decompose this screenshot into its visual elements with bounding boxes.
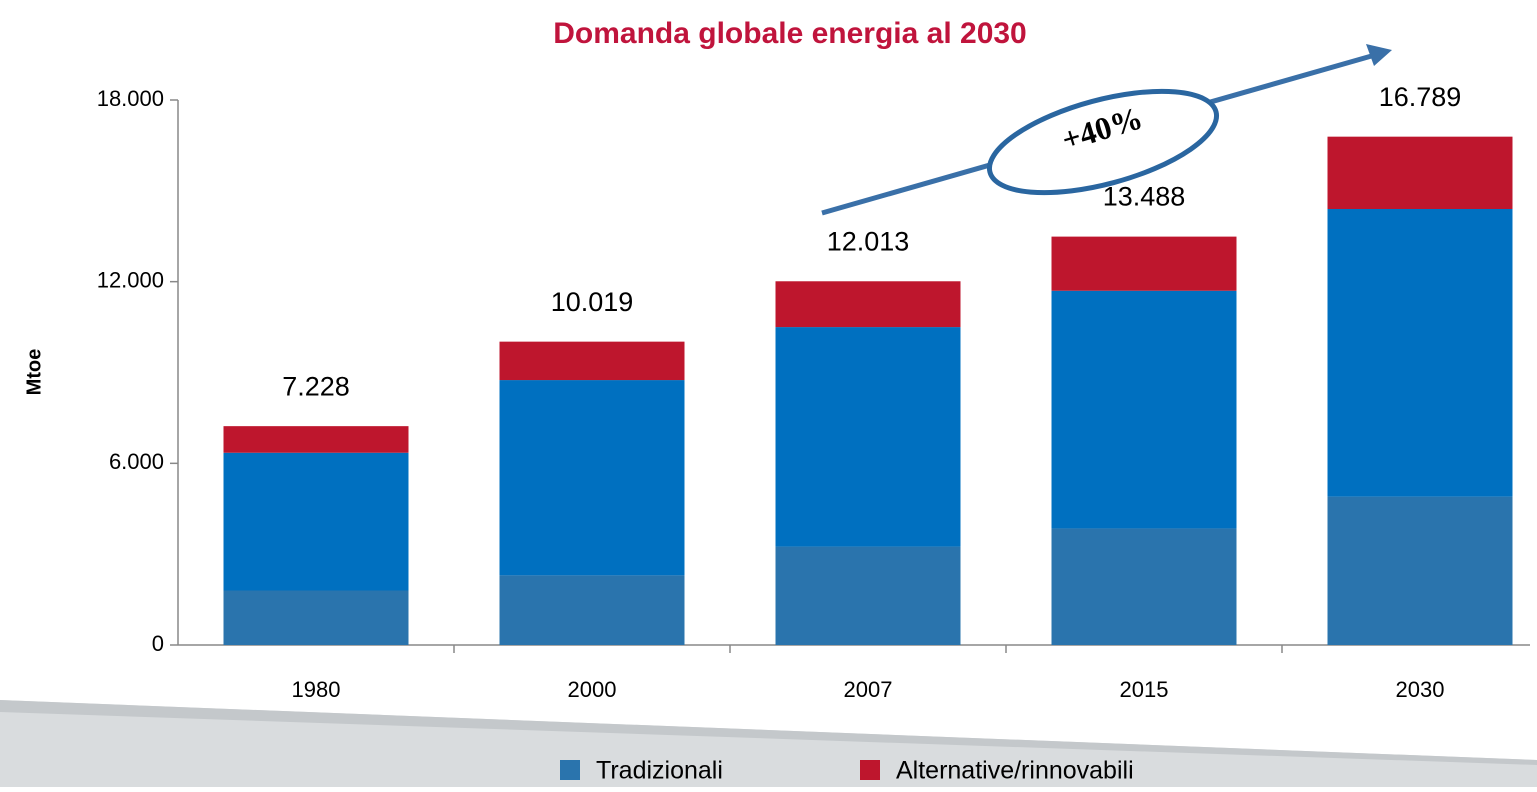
- bar-segment: [775, 327, 961, 547]
- total-label: 10.019: [551, 287, 634, 317]
- bar-segment: [1051, 290, 1237, 529]
- y-tick-label: 12.000: [97, 267, 164, 292]
- bar-segment: [1327, 496, 1513, 645]
- x-tick-label: 2015: [1120, 677, 1169, 702]
- x-tick-label: 2000: [568, 677, 617, 702]
- bar-segment: [1327, 136, 1513, 209]
- legend-swatch: [860, 760, 880, 780]
- bar-segment: [499, 341, 685, 381]
- bar-segment: [775, 546, 961, 645]
- total-label: 12.013: [827, 226, 910, 256]
- x-tick-label: 1980: [292, 677, 341, 702]
- legend-label: Alternative/rinnovabili: [896, 757, 1134, 785]
- x-tick-label: 2030: [1396, 677, 1445, 702]
- bar-segment: [223, 590, 409, 645]
- total-label: 7.228: [282, 371, 350, 401]
- y-axis-label: Mtoe: [23, 349, 45, 396]
- bar-segment: [1327, 209, 1513, 497]
- legend-swatch: [560, 760, 580, 780]
- bar-segment: [223, 426, 409, 453]
- total-label: 16.789: [1379, 82, 1462, 112]
- growth-arrow: [821, 44, 1392, 216]
- y-tick-label: 6.000: [109, 449, 164, 474]
- total-label: 13.488: [1103, 182, 1186, 212]
- bar-segment: [775, 281, 961, 328]
- bar-segment: [1051, 236, 1237, 291]
- bar-segment: [223, 452, 409, 591]
- bar-segment: [499, 380, 685, 576]
- y-tick-label: 18.000: [97, 86, 164, 111]
- x-tick-label: 2007: [844, 677, 893, 702]
- bar-segment: [499, 575, 685, 645]
- background-swoosh: [0, 700, 1537, 765]
- chart-title: Domanda globale energia al 2030: [553, 17, 1027, 50]
- bar-segment: [1051, 528, 1237, 645]
- y-tick-label: 0: [152, 631, 164, 656]
- legend-label: Tradizionali: [596, 757, 723, 785]
